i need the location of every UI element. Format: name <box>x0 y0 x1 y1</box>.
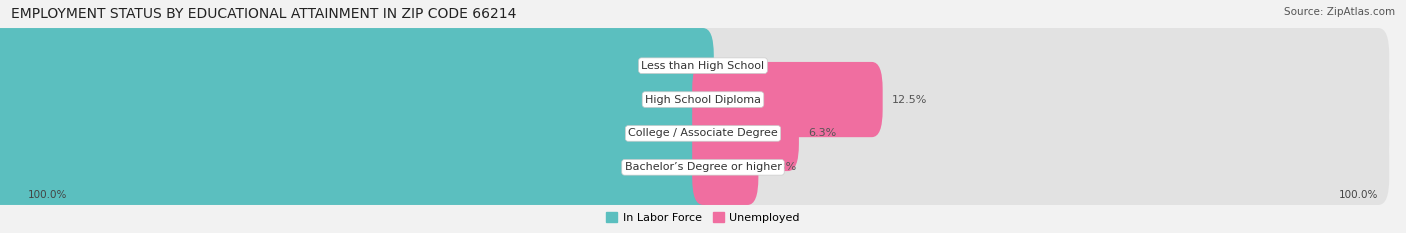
FancyBboxPatch shape <box>17 62 1389 137</box>
FancyBboxPatch shape <box>17 96 1389 171</box>
Text: Bachelor’s Degree or higher: Bachelor’s Degree or higher <box>624 162 782 172</box>
Text: EMPLOYMENT STATUS BY EDUCATIONAL ATTAINMENT IN ZIP CODE 66214: EMPLOYMENT STATUS BY EDUCATIONAL ATTAINM… <box>11 7 516 21</box>
Text: 100.0%: 100.0% <box>28 190 67 200</box>
Text: 0.0%: 0.0% <box>723 61 752 71</box>
Text: Less than High School: Less than High School <box>641 61 765 71</box>
FancyBboxPatch shape <box>0 130 714 205</box>
FancyBboxPatch shape <box>0 28 714 103</box>
Text: 3.3%: 3.3% <box>768 162 796 172</box>
FancyBboxPatch shape <box>692 130 758 205</box>
Text: Source: ZipAtlas.com: Source: ZipAtlas.com <box>1284 7 1395 17</box>
Text: High School Diploma: High School Diploma <box>645 95 761 105</box>
Text: 100.0%: 100.0% <box>1339 190 1378 200</box>
Legend: In Labor Force, Unemployed: In Labor Force, Unemployed <box>606 212 800 223</box>
Text: 6.3%: 6.3% <box>808 128 837 138</box>
FancyBboxPatch shape <box>17 130 1389 205</box>
FancyBboxPatch shape <box>0 62 714 137</box>
Text: College / Associate Degree: College / Associate Degree <box>628 128 778 138</box>
FancyBboxPatch shape <box>17 28 1389 103</box>
FancyBboxPatch shape <box>692 62 883 137</box>
FancyBboxPatch shape <box>0 96 714 171</box>
Text: 12.5%: 12.5% <box>893 95 928 105</box>
FancyBboxPatch shape <box>692 96 799 171</box>
